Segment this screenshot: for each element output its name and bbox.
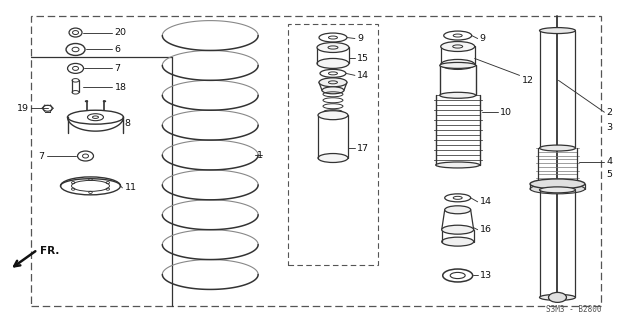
Ellipse shape [322, 87, 344, 94]
Text: 7: 7 [114, 64, 121, 73]
Text: 8: 8 [124, 119, 130, 128]
Text: 7: 7 [38, 151, 45, 161]
Text: 9: 9 [357, 34, 363, 43]
Ellipse shape [318, 111, 348, 120]
Ellipse shape [319, 33, 347, 42]
Text: 14: 14 [480, 197, 492, 206]
Text: 9: 9 [480, 34, 486, 43]
Text: 4: 4 [606, 157, 612, 166]
Text: 10: 10 [500, 108, 512, 117]
Text: 3: 3 [606, 123, 612, 132]
Ellipse shape [445, 206, 471, 214]
Ellipse shape [441, 237, 473, 246]
Text: 12: 12 [521, 76, 533, 85]
Ellipse shape [441, 225, 473, 234]
Text: 11: 11 [124, 183, 137, 192]
Ellipse shape [441, 42, 475, 52]
Ellipse shape [440, 62, 476, 68]
Ellipse shape [320, 69, 346, 77]
Bar [31, 16, 602, 306]
Text: 13: 13 [480, 271, 492, 280]
Ellipse shape [436, 162, 480, 168]
Text: 5: 5 [606, 171, 612, 180]
Ellipse shape [318, 154, 348, 163]
Ellipse shape [317, 43, 349, 52]
Text: 14: 14 [357, 71, 369, 80]
Text: 19: 19 [17, 104, 29, 113]
Text: 2: 2 [606, 108, 612, 117]
Text: 16: 16 [480, 225, 492, 234]
Text: 1: 1 [257, 150, 263, 160]
Ellipse shape [540, 294, 575, 300]
Ellipse shape [450, 272, 465, 279]
Ellipse shape [445, 194, 471, 202]
Ellipse shape [540, 187, 575, 193]
Text: 6: 6 [114, 45, 121, 54]
Ellipse shape [441, 60, 475, 69]
Ellipse shape [319, 78, 347, 87]
Ellipse shape [443, 31, 471, 40]
Ellipse shape [549, 292, 567, 302]
Ellipse shape [317, 59, 349, 68]
Text: FR.: FR. [40, 246, 59, 256]
Ellipse shape [530, 184, 585, 194]
Ellipse shape [540, 145, 575, 151]
Ellipse shape [440, 92, 476, 98]
Bar [288, 24, 378, 265]
Ellipse shape [540, 28, 575, 34]
Text: 18: 18 [114, 83, 126, 92]
Text: 15: 15 [357, 54, 369, 63]
Text: 17: 17 [357, 144, 369, 153]
Text: 20: 20 [114, 28, 126, 37]
Text: S3M3 - B2800: S3M3 - B2800 [546, 305, 602, 314]
Ellipse shape [530, 179, 585, 189]
